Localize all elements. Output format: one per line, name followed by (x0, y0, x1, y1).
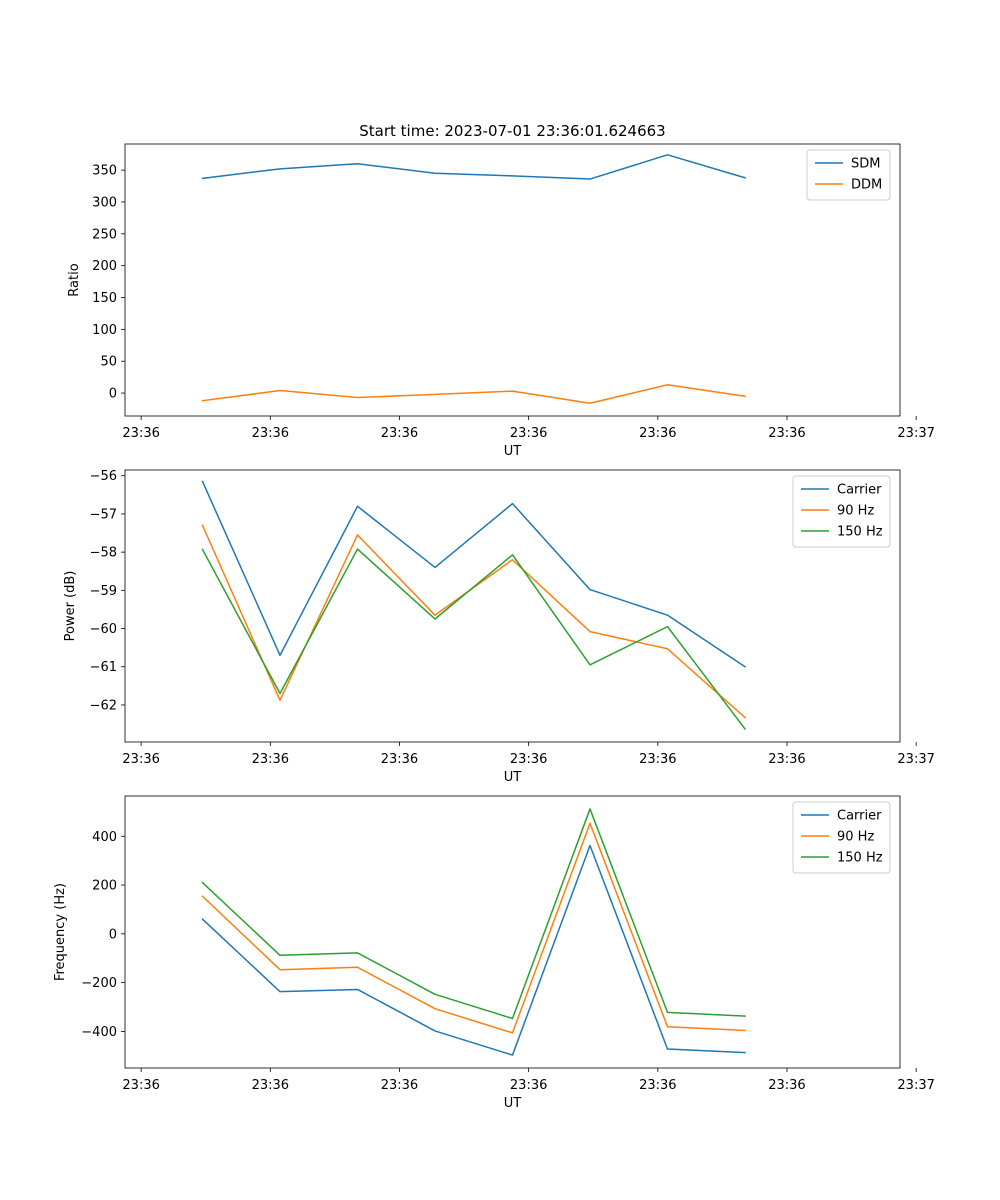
y-tick-label: −60 (90, 622, 117, 637)
y-tick-label: 300 (92, 195, 117, 210)
axes-frame (124, 795, 901, 1069)
series-line-carrier (201, 844, 746, 1056)
ratio-panel: 23:36 23:36 23:36 23:36 23:36 23:36 23:37 0 50 10… (67, 143, 935, 459)
series-line-ddm (201, 384, 746, 405)
y-tick-label: −200 (81, 976, 117, 991)
power-panel: 23:36 23:36 23:36 23:36 23:36 23:36 23:37 −62 −6… (63, 469, 935, 785)
y-tick-label: 200 (92, 259, 117, 274)
y-tick-label: −56 (90, 469, 117, 484)
x-tick-label: 23:36 (252, 426, 289, 441)
x-tick-label: 23:37 (897, 752, 934, 767)
x-axis-label: UT (504, 444, 522, 459)
legend-label: 150 Hz (837, 851, 883, 866)
x-axis-label: UT (504, 770, 522, 785)
x-axis-label: UT (504, 1096, 522, 1111)
y-tick-label: 200 (92, 879, 117, 894)
y-tick-label: 350 (92, 164, 117, 179)
axes-frame (124, 143, 901, 417)
x-tick-label: 23:36 (510, 752, 547, 767)
series-line-150-hz (201, 548, 747, 731)
legend-label: 90 Hz (837, 504, 874, 519)
x-tick-label: 23:36 (639, 426, 676, 441)
x-tick-label: 23:37 (897, 426, 934, 441)
x-tick-label: 23:36 (381, 426, 418, 441)
y-tick-label: 150 (92, 291, 117, 306)
x-tick-label: 23:36 (639, 752, 676, 767)
y-tick-label: −59 (90, 584, 117, 599)
x-tick-label: 23:36 (510, 426, 547, 441)
y-tick-label: 250 (92, 227, 117, 242)
legend-label: DDM (851, 178, 882, 193)
x-tick-label: 23:36 (252, 1078, 289, 1093)
y-axis-label: Frequency (Hz) (53, 883, 68, 981)
x-tick-label: 23:36 (252, 752, 289, 767)
y-tick-label: 100 (92, 323, 117, 338)
x-tick-label: 23:36 (639, 1078, 676, 1093)
x-tick-label: 23:36 (381, 1078, 418, 1093)
y-axis-label: Power (dB) (63, 571, 78, 642)
legend-label: Carrier (837, 483, 882, 498)
x-tick-label: 23:36 (768, 1078, 805, 1093)
series-line-150-hz (201, 808, 746, 1020)
frequency-panel: 23:36 23:36 23:36 23:36 23:36 23:36 23:37 −400 −… (53, 795, 935, 1111)
series-line-90-hz (201, 524, 747, 719)
y-axis-label: Ratio (67, 263, 82, 296)
legend-box (792, 475, 891, 548)
x-tick-label: 23:37 (897, 1078, 934, 1093)
x-tick-label: 23:36 (122, 426, 159, 441)
legend-box (792, 801, 891, 874)
y-tick-label: 0 (109, 927, 117, 942)
y-tick-label: −400 (81, 1025, 117, 1040)
legend-label: 90 Hz (837, 830, 874, 845)
series-line-carrier (201, 480, 747, 668)
x-tick-label: 23:36 (122, 1078, 159, 1093)
y-tick-label: −58 (90, 546, 117, 561)
y-tick-label: −61 (90, 660, 117, 675)
x-tick-label: 23:36 (768, 426, 805, 441)
legend-label: SDM (851, 157, 880, 172)
y-tick-label: −57 (90, 507, 117, 522)
x-tick-label: 23:36 (510, 1078, 547, 1093)
y-tick-label: −62 (90, 698, 117, 713)
x-tick-label: 23:36 (768, 752, 805, 767)
x-tick-label: 23:36 (122, 752, 159, 767)
legend-label: Carrier (837, 809, 882, 824)
series-line-90-hz (201, 822, 746, 1034)
figure-title: Start time: 2023-07-01 23:36:01.624663 (359, 122, 665, 140)
legend-label: 150 Hz (837, 525, 883, 540)
x-tick-label: 23:36 (381, 752, 418, 767)
series-line-sdm (201, 154, 746, 180)
y-tick-label: 50 (100, 355, 117, 370)
y-tick-label: 0 (109, 387, 117, 402)
y-tick-label: 400 (92, 830, 117, 845)
axes-frame (124, 469, 901, 743)
